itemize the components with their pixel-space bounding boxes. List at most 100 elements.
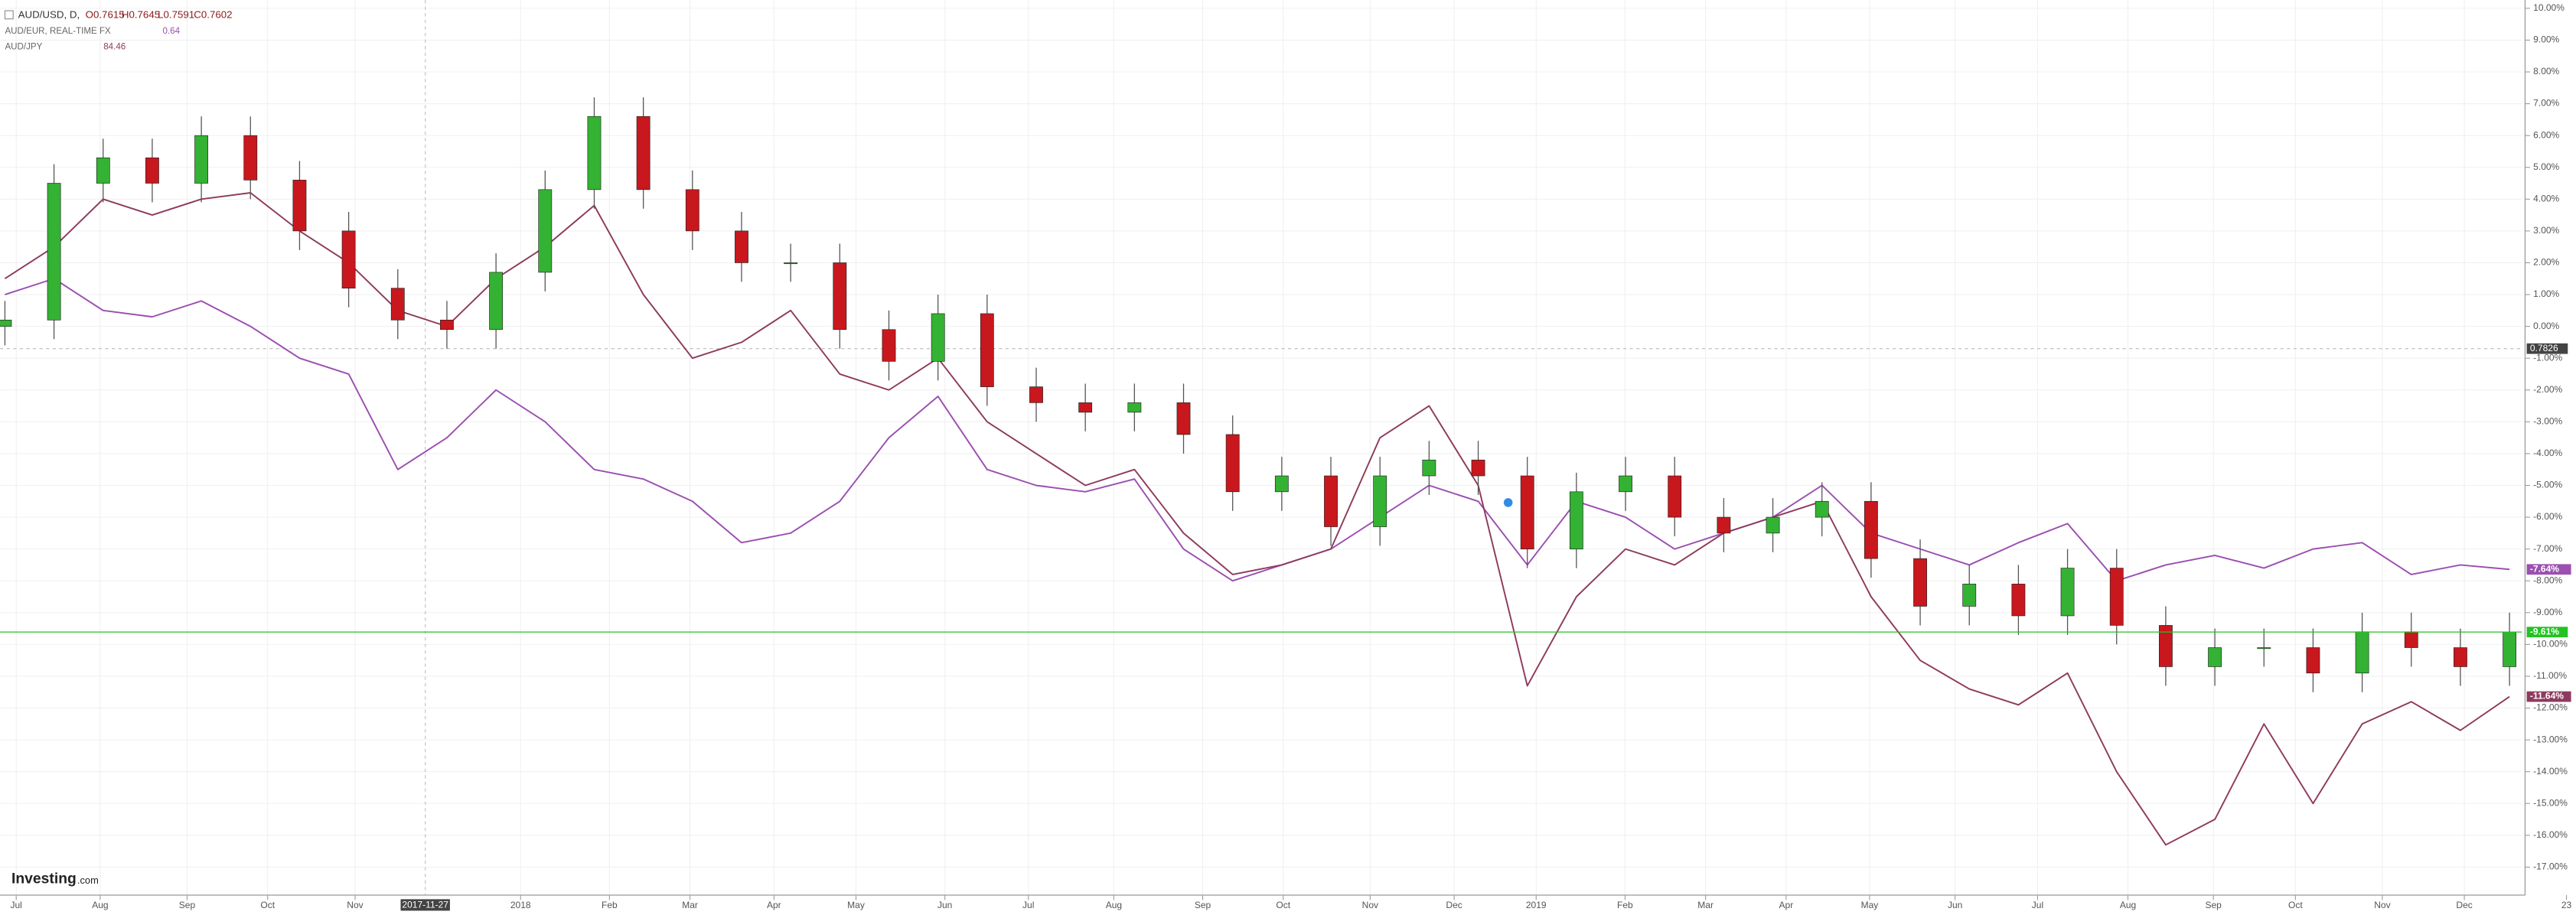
x-tick-label: Sep xyxy=(179,900,196,910)
crosshair-y-box xyxy=(2526,343,2568,354)
y-tick-label: 2.00% xyxy=(2533,257,2559,268)
y-tick-label: 0.00% xyxy=(2533,321,2559,331)
candle-body xyxy=(1619,475,1632,493)
candle-body xyxy=(1815,500,1829,518)
candle-body xyxy=(1029,386,1043,403)
candle-body xyxy=(1668,475,1682,518)
y-tick-label: -1.00% xyxy=(2533,352,2562,363)
candle-body xyxy=(2355,631,2369,674)
event-marker[interactable] xyxy=(1502,497,1514,509)
logo: Investing .com xyxy=(11,871,99,887)
x-tick-label: 23 xyxy=(2561,900,2572,910)
candle-body xyxy=(47,183,61,321)
candle-body xyxy=(2159,625,2173,667)
x-tick-label: Dec xyxy=(2456,900,2472,910)
x-tick-label: Jul xyxy=(1022,900,1034,910)
x-tick-label: Oct xyxy=(1276,900,1290,910)
x-tick-label: Mar xyxy=(682,900,698,910)
candle-body xyxy=(980,313,994,387)
candle-body xyxy=(194,135,209,184)
candle-body xyxy=(440,319,454,331)
crosshair-x-box xyxy=(400,899,450,911)
y-tick-label: 9.00% xyxy=(2533,34,2559,45)
candle-body xyxy=(1766,516,1780,534)
x-tick-label: Oct xyxy=(260,900,275,910)
axes: 10.00% 9.00% 8.00% 7.00% 6.00% 5.00% 4.00% 3.00… xyxy=(10,2,2572,911)
ohlc-value: H0.7645 xyxy=(122,9,160,21)
candle-body xyxy=(882,329,896,362)
y-tick-label: -11.00% xyxy=(2533,670,2567,681)
last-value-label: -11.64% xyxy=(2530,691,2564,702)
y-tick-label: 4.00% xyxy=(2533,193,2559,204)
candle-body xyxy=(2208,647,2222,667)
x-tick-label: Feb xyxy=(602,900,618,910)
logo-suffix: .com xyxy=(77,874,99,886)
candle-body xyxy=(538,189,553,273)
last-value-box xyxy=(2526,627,2568,638)
series-line xyxy=(4,192,2510,846)
y-tick-label: 10.00% xyxy=(2533,2,2565,13)
ohlc-value: C0.7602 xyxy=(194,9,232,21)
x-tick-label: Jul xyxy=(10,900,21,910)
candle-body xyxy=(833,262,847,331)
candle-body xyxy=(2404,631,2418,648)
candle-body xyxy=(735,230,748,263)
y-tick-label: -14.00% xyxy=(2533,766,2568,777)
candle-body xyxy=(1913,558,1927,607)
ohlc-value: L0.7591 xyxy=(158,9,194,21)
last-value-label: -9.61% xyxy=(2530,626,2559,637)
candle-body xyxy=(292,180,307,232)
y-tick-label: 8.00% xyxy=(2533,66,2559,77)
y-tick-label: 1.00% xyxy=(2533,288,2559,299)
legend-value: 84.46 xyxy=(103,42,126,51)
candle-body xyxy=(1127,402,1142,413)
candle-body xyxy=(1569,491,1583,549)
candle-body xyxy=(1373,475,1387,527)
y-tick-label: -6.00% xyxy=(2533,511,2562,522)
x-tick-label: Aug xyxy=(92,900,108,910)
y-tick-label: -15.00% xyxy=(2533,797,2568,808)
candle-body xyxy=(1176,402,1191,435)
x-tick-label: Mar xyxy=(1697,900,1714,910)
candle-body xyxy=(243,135,258,181)
candle-body xyxy=(784,262,798,265)
x-tick-label: Apr xyxy=(1779,900,1794,910)
last-value-box xyxy=(2526,564,2571,575)
last-value-label: -7.64% xyxy=(2530,563,2559,574)
legend-name: AUD/EUR, REAL-TIME FX xyxy=(5,27,111,36)
candle-body xyxy=(489,272,504,331)
y-tick-label: -5.00% xyxy=(2533,480,2562,490)
x-tick-label: Aug xyxy=(2120,900,2136,910)
y-tick-label: -4.00% xyxy=(2533,448,2562,458)
ohlc-value: O0.7615 xyxy=(86,9,125,21)
collapse-icon[interactable] xyxy=(4,10,14,20)
y-tick-label: -17.00% xyxy=(2533,861,2568,872)
x-tick-label: Nov xyxy=(1362,900,1378,910)
candle-body xyxy=(96,157,110,184)
x-tick-label: Feb xyxy=(1617,900,1633,910)
y-tick-label: -10.00% xyxy=(2533,639,2568,650)
y-tick-label: -9.00% xyxy=(2533,607,2562,617)
y-tick-label: -3.00% xyxy=(2533,416,2562,427)
candle-body xyxy=(1471,459,1485,477)
candle-body xyxy=(685,189,699,232)
candle-body xyxy=(2306,647,2320,674)
y-tick-label: -8.00% xyxy=(2533,575,2562,585)
grid xyxy=(0,0,2522,895)
candle-body xyxy=(1962,584,1977,607)
plot xyxy=(0,97,2522,846)
candle-body xyxy=(390,288,405,321)
y-tick-label: -12.00% xyxy=(2533,702,2568,713)
x-tick-label: Jun xyxy=(937,900,952,910)
x-tick-label: Sep xyxy=(2205,900,2222,910)
x-tick-label: Nov xyxy=(347,900,363,910)
candle-body xyxy=(1274,475,1289,493)
x-tick-label: Jul xyxy=(2032,900,2043,910)
candle-body xyxy=(1324,475,1338,527)
logo-main: Investing xyxy=(11,871,77,887)
x-tick-label: Nov xyxy=(2374,900,2390,910)
